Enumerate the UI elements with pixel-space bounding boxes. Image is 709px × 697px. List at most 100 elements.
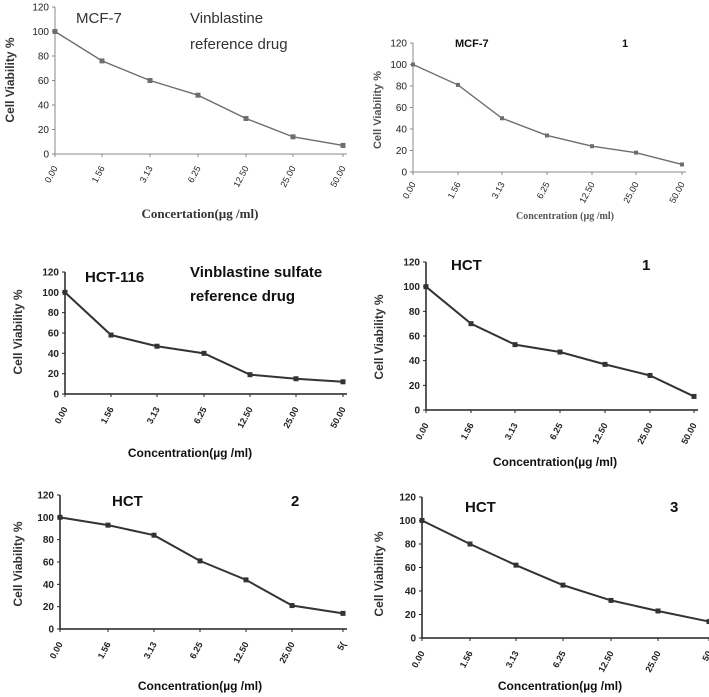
- y-tick-label: 100: [32, 27, 49, 38]
- y-axis-label: Cell Viability %: [372, 531, 386, 616]
- x-tick-label: 3.13: [145, 405, 162, 425]
- chart-subtitle: Vinblastine sulfate reference drug: [190, 264, 322, 305]
- data-point: [512, 342, 518, 348]
- x-tick-label: 12.50: [235, 405, 254, 430]
- y-tick-label: 40: [396, 125, 408, 136]
- chart-panel-2: 0 20 40 60 80 100 120 0.00 1.56 3.13 6.25 12.50 25.0…: [372, 38, 687, 222]
- y-tick-label: 120: [403, 258, 420, 269]
- x-tick-label: 50.00: [679, 421, 698, 446]
- y-tick-label: 40: [43, 580, 55, 591]
- x-tick-label: 6.25: [548, 421, 565, 441]
- x-tick-label: 1.56: [99, 405, 116, 425]
- chart-panel-4: 0 20 40 60 80 100 120 0.00 1.56 3.13 6.25 12.50 25.0…: [372, 257, 699, 469]
- y-tick-label: 100: [390, 60, 407, 71]
- data-point: [608, 597, 614, 603]
- x-tick-label: 25.00: [277, 640, 296, 665]
- data-point: [99, 58, 105, 64]
- chart-title: MCF-7: [76, 10, 122, 27]
- data-point: [647, 372, 653, 378]
- data-point: [147, 78, 153, 83]
- x-tick-label: 6.25: [551, 649, 568, 669]
- y-tick-label: 120: [390, 39, 407, 50]
- data-point: [340, 142, 346, 148]
- chart-panel-3: 0 20 40 60 80 100 120 0.00 1.56 3.13 6.25 12.50 25.0…: [11, 264, 348, 460]
- x-tick-label: 12.50: [231, 640, 250, 665]
- y-tick-label: 0: [53, 390, 59, 401]
- data-point: [197, 558, 203, 564]
- y-tick-label: 120: [37, 491, 54, 502]
- data-point: [500, 116, 504, 121]
- y-tick-label: 40: [409, 356, 421, 367]
- chart-panel-5: 0 20 40 60 80 100 120 0.00 1.56 3.13 6.25 12.50 25.0…: [11, 491, 348, 694]
- x-tick-label: 3.13: [142, 640, 159, 660]
- y-tick-label: 60: [409, 332, 421, 343]
- data-point: [680, 162, 684, 167]
- y-tick-label: 60: [38, 76, 50, 87]
- data-point: [560, 582, 566, 588]
- data-point: [154, 343, 160, 349]
- data-point: [655, 608, 661, 614]
- y-axis-label: Cell Viability %: [3, 37, 17, 122]
- y-tick-label: 100: [37, 513, 54, 524]
- data-point: [105, 522, 111, 528]
- y-tick-label: 40: [405, 587, 417, 598]
- x-tick-label: 3.13: [490, 180, 507, 200]
- x-tick-label: 1.56: [96, 640, 113, 660]
- y-tick-label: 80: [405, 540, 417, 551]
- chart-title: HCT: [465, 499, 496, 516]
- data-point: [423, 284, 429, 290]
- x-tick-label: 25.00: [281, 405, 300, 430]
- x-tick-label: 1.56: [90, 164, 107, 184]
- chart-title: MCF-7: [455, 38, 489, 50]
- y-tick-label: 0: [48, 625, 54, 636]
- x-tick-label: 1.56: [458, 649, 475, 669]
- y-tick-label: 80: [43, 535, 55, 546]
- data-point: [52, 29, 58, 34]
- y-tick-label: 60: [48, 329, 60, 340]
- x-tick-label: 1.56: [446, 180, 463, 200]
- chart-title: HCT: [112, 493, 143, 510]
- x-tick-label: 25.00: [621, 180, 640, 205]
- y-tick-label: 0: [401, 168, 407, 179]
- data-point: [590, 144, 594, 149]
- y-tick-label: 0: [414, 406, 420, 417]
- data-point: [289, 603, 295, 609]
- chart-panel-1: 0 20 40 60 80 100 120 0.00 1.56 3.13 6.25 12.50 25.0…: [3, 3, 348, 222]
- y-tick-label: 20: [396, 146, 408, 157]
- x-tick-label: 12.50: [231, 164, 250, 189]
- data-point: [195, 92, 201, 98]
- data-point: [290, 134, 296, 140]
- data-point: [293, 376, 299, 382]
- x-tick-label: 6.25: [186, 164, 203, 184]
- series-line: [412, 63, 683, 166]
- x-tick-label: 0.00: [53, 405, 70, 425]
- series-line: [421, 519, 709, 623]
- data-point: [108, 332, 114, 338]
- y-axis-label: Cell Viability %: [372, 294, 386, 379]
- x-tick-label: 0.00: [48, 640, 65, 660]
- data-point: [340, 379, 346, 385]
- y-tick-label: 20: [409, 381, 421, 392]
- x-axis-label: Concentration(µg /ml): [138, 679, 262, 693]
- y-tick-label: 80: [38, 52, 50, 63]
- y-tick-label: 80: [396, 82, 408, 93]
- y-tick-label: 40: [38, 101, 50, 112]
- chart-panel-6: 0 20 40 60 80 100 120 0.00 1.56 3.13 6.25 12.50 25.0…: [372, 493, 709, 693]
- data-point: [545, 133, 549, 138]
- y-tick-label: 60: [396, 103, 408, 114]
- x-axis-label: Concentration (µg /ml): [516, 211, 614, 222]
- data-point: [419, 518, 425, 523]
- x-tick-label: 50.00: [328, 405, 347, 430]
- y-tick-label: 100: [403, 282, 420, 293]
- x-tick-label: 0.00: [410, 649, 427, 669]
- x-tick-label: 0.00: [401, 180, 418, 200]
- chart-subtitle: 3: [670, 499, 678, 516]
- data-point: [557, 349, 563, 355]
- y-tick-label: 0: [43, 150, 49, 161]
- y-tick-label: 20: [405, 610, 417, 621]
- data-point: [467, 541, 473, 547]
- y-tick-label: 120: [42, 268, 59, 279]
- y-tick-label: 20: [48, 369, 60, 380]
- x-tick-label: 25.00: [643, 649, 662, 674]
- data-point: [247, 372, 253, 378]
